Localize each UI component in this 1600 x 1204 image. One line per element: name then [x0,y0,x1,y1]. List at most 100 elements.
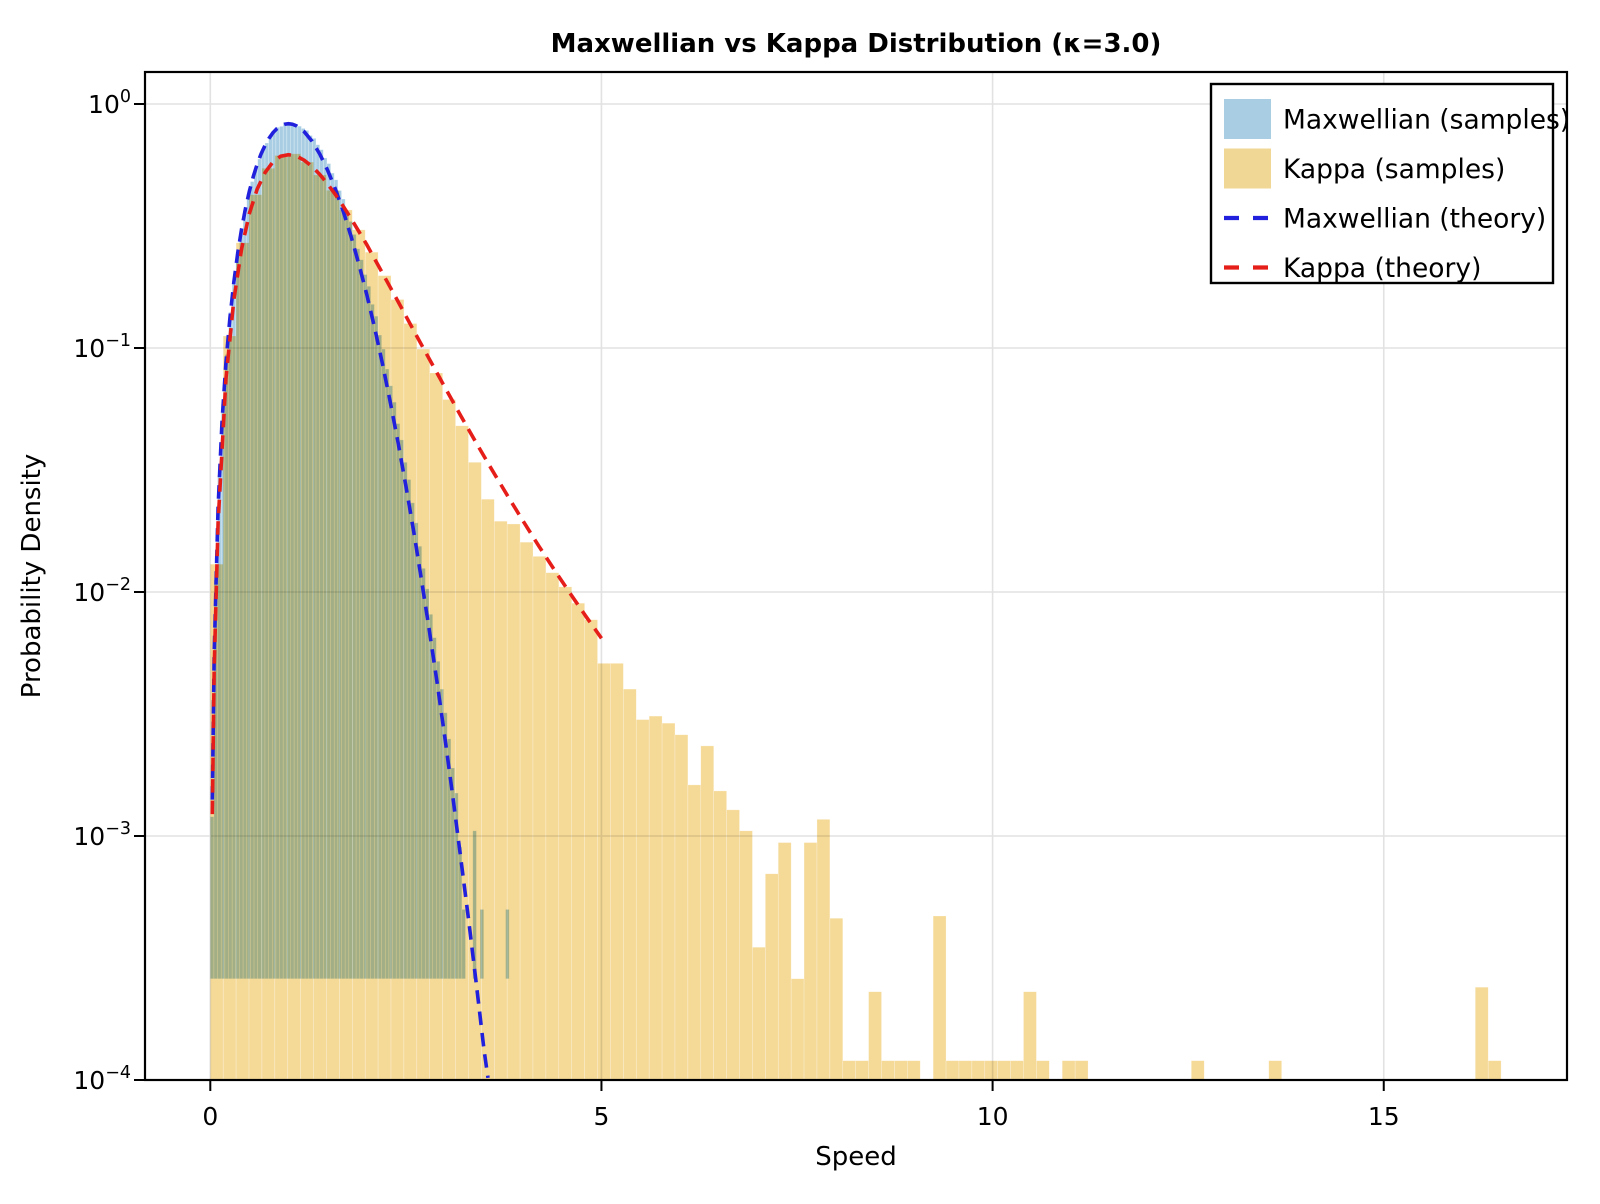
histogram-bar [312,138,317,980]
histogram-bar [231,281,237,980]
histogram-bar [505,909,510,980]
histogram-bar [984,1060,998,1081]
histogram-bar [355,248,361,980]
histogram-bar [635,719,650,1081]
histogram-bar [816,819,831,1081]
maxwellian-theory-curve [210,121,490,1079]
histogram-bar [945,1060,960,1081]
legend-label: Kappa (samples) [1283,154,1505,185]
histogram-bar [803,842,818,1081]
histogram-bar [337,190,342,980]
histogram-bar [868,991,882,1081]
histogram-bar [352,234,357,980]
histogram-bar [425,588,430,980]
histogram-bar [455,425,469,1081]
histogram-bar [545,572,560,1081]
histogram-bar [997,1060,1011,1081]
histogram-bar [532,556,547,1081]
histogram-bar [279,126,284,980]
histogram-bar [584,619,598,1081]
y-axis-label: Probability Density [17,454,47,699]
histogram-bar [392,401,397,980]
histogram-bar [228,312,233,980]
x-tick-label: 10 [977,1102,1009,1131]
histogram-bar [293,124,299,980]
histogram-bar [246,193,251,980]
histogram-bar [261,148,266,980]
histogram-bar [1487,1060,1502,1081]
histogram-bar [286,124,291,980]
histogram-bar [493,520,508,1081]
legend-label: Maxwellian (samples) [1283,105,1570,136]
histogram-bar [275,127,280,980]
histogram-bar [326,163,331,980]
histogram-bar [1474,986,1489,1081]
histogram-bar [932,915,947,1081]
histogram-bar [765,873,779,1081]
maxwellian-histogram [210,122,510,980]
histogram-bar [374,315,379,980]
kappa-theory-curve [210,152,603,815]
histogram-bar [829,917,844,1081]
histogram-bar [1191,1060,1205,1081]
histogram-bar [304,130,310,980]
y-tick-label: 10−4 [73,1063,131,1095]
histogram-bar [253,167,258,980]
histogram-bar [687,784,702,1081]
histogram-bar [333,179,339,980]
histogram-bar [370,304,375,980]
histogram-bar [308,135,313,980]
histogram-bar [403,462,408,980]
histogram-bar [421,568,426,980]
histogram-bar [395,423,401,980]
histogram-bar [436,660,441,980]
histogram-bar [319,149,324,980]
histogram-bar [377,334,382,980]
histogram-bar [363,274,368,980]
histogram-bar [224,354,229,980]
histogram-bar [894,1060,908,1081]
x-axis-label: Speed [815,1142,897,1172]
histogram-bar [674,734,689,1081]
histogram-bar [726,809,740,1081]
histogram-bar [777,842,792,1081]
histogram-bar [359,259,364,980]
legend-label: Kappa (theory) [1283,253,1481,284]
histogram-bar [384,368,390,980]
y-tick-label: 10−3 [73,819,131,851]
histogram-bar [790,978,805,1081]
histogram-bar [297,125,302,980]
histogram-bar [330,172,335,980]
histogram-bar [410,502,415,980]
x-tick-label: 15 [1368,1102,1400,1131]
y-tick-label: 10−2 [73,575,131,607]
histogram-bar [264,142,269,980]
histogram-bar [506,523,521,1081]
histogram-bar [290,122,295,980]
histogram-bar [235,251,240,980]
histogram-bar [700,745,715,1081]
histogram-bar [597,663,611,1081]
histogram-bar [1074,1060,1089,1081]
histogram-bar [239,231,244,980]
histogram-bar [1036,1060,1050,1081]
legend-swatch-maxwellian-samples [1224,99,1271,139]
plot-frame [143,70,1569,1082]
histogram-bar [301,128,306,980]
histogram-bar [1268,1060,1282,1081]
histogram-bar [971,1060,986,1081]
histogram-bar [558,586,573,1081]
histogram-bar [348,221,353,980]
histogram-bar [881,1060,895,1081]
y-tick-label: 10−1 [73,331,131,363]
histogram-bar [341,198,346,980]
legend: Maxwellian (samples) Kappa (samples) Maxwe… [1209,82,1570,285]
histogram-bar [250,181,255,980]
histogram-bar [571,602,585,1081]
histogram-bar [271,132,277,980]
histogram-bar [752,946,766,1081]
histogram-bar [406,479,412,980]
histogram-bar [282,123,288,980]
histogram-bar [366,286,372,980]
